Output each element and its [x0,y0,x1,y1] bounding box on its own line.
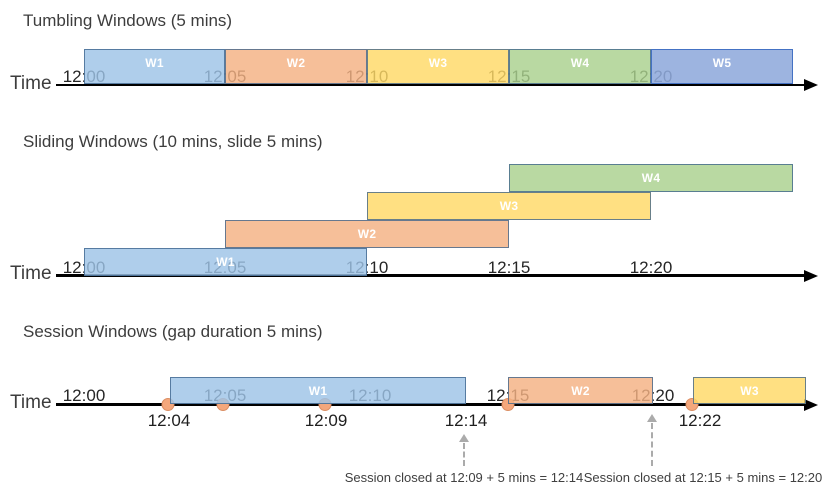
session-window-2: W2 [508,377,653,404]
window-label: W2 [357,227,377,241]
session-window-3: W3 [693,377,806,404]
event-time-label: 12:09 [304,411,348,430]
tick-label: 12:00 [62,386,106,405]
window-label: W2 [286,55,306,70]
sliding-window-1: W1 [84,248,367,276]
window-label: W1 [308,383,328,398]
window-label: W4 [641,171,661,185]
window-label: W1 [216,255,235,269]
tumbling-window-5: W5 [651,49,793,84]
event-time-label: 12:14 [444,411,488,430]
time-axis-label: Time [10,73,52,94]
window-label: W3 [740,383,759,398]
sliding-title: Sliding Windows (10 mins, slide 5 mins) [23,132,323,151]
tumbling-window-3: W3 [367,49,509,84]
tumbling-window-4: W4 [509,49,651,84]
sliding-window-4: W4 [509,164,793,192]
event-time-label: 12:22 [678,411,722,430]
tick-label: 12:20 [629,258,673,277]
tumbling-window-1: W1 [84,49,225,84]
up-arrow-icon [647,414,657,422]
tumbling-time-axis [56,84,804,86]
tumbling-title: Tumbling Windows (5 mins) [23,11,233,30]
sliding-window-2: W2 [225,220,509,248]
sliding-window-3: W3 [367,192,651,220]
axis-arrow-icon [804,270,818,282]
session-window-1: W1 [170,377,466,404]
window-label: W3 [499,199,519,213]
time-axis-label: Time [10,263,52,284]
window-label: W3 [428,55,448,70]
window-label: W5 [712,55,732,70]
sliding-time-axis [56,274,804,277]
axis-arrow-icon [804,399,818,411]
session-close-arrow [651,423,653,466]
session-close-annotation: Session closed at 12:09 + 5 mins = 12:14 [344,470,584,485]
window-label: W2 [571,383,590,398]
time-axis-label: Time [10,392,52,413]
event-time-label: 12:04 [147,411,191,430]
session-title: Session Windows (gap duration 5 mins) [23,322,323,341]
tick-label: 12:15 [487,258,531,277]
up-arrow-icon [459,434,469,442]
window-label: W4 [570,55,590,70]
session-close-annotation: Session closed at 12:15 + 5 mins = 12:20 [583,470,823,485]
axis-arrow-icon [804,79,818,91]
tumbling-window-2: W2 [225,49,367,84]
session-time-axis [56,403,804,406]
window-label: W1 [145,55,164,70]
session-close-arrow [463,443,465,466]
